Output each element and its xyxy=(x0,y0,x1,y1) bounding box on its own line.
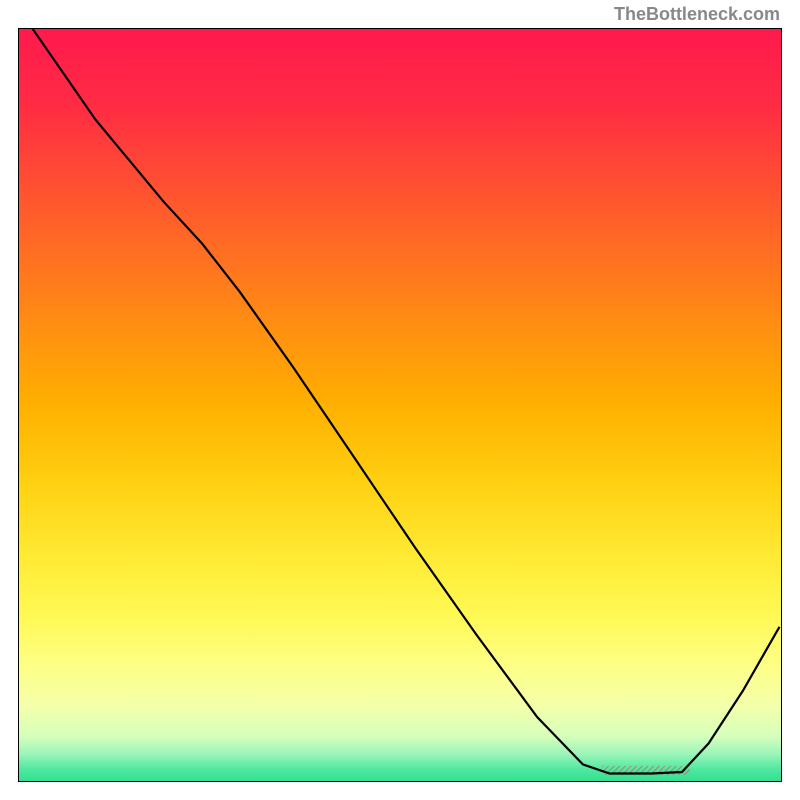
gradient-rect xyxy=(19,29,781,781)
plot-area xyxy=(18,28,782,782)
watermark-text: TheBottleneck.com xyxy=(614,4,780,25)
chart-container: TheBottleneck.com xyxy=(0,0,800,800)
background-gradient xyxy=(19,29,781,781)
